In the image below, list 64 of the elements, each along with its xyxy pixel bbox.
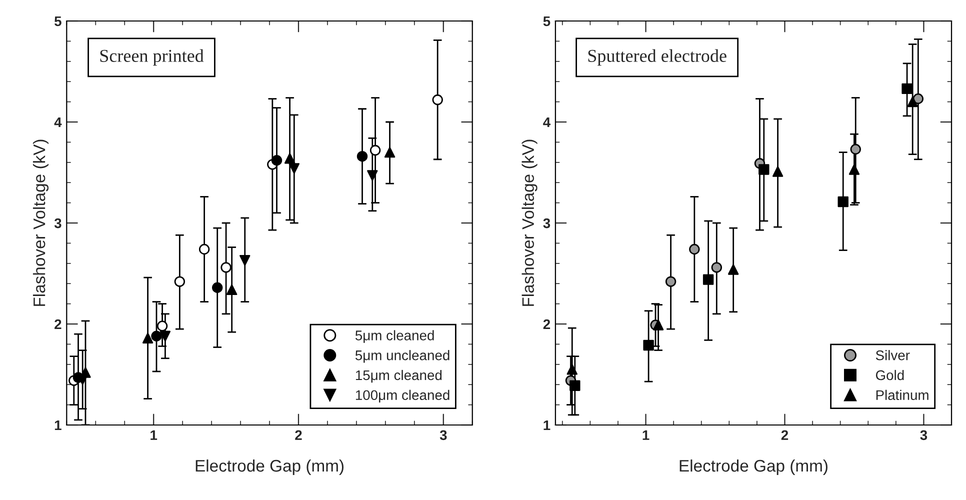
point [284,153,296,164]
legend-label: 5μm cleaned [355,330,434,343]
y-tick-label: 5 [54,16,62,26]
x-axis-title: Electrode Gap (mm) [196,459,344,476]
legend-label: 15μm cleaned [356,370,442,383]
point [772,166,784,177]
y-tick-label: 2 [543,319,550,330]
point [220,262,232,273]
point [848,164,860,175]
y-axis-title: Flashover Voltage (kV) [32,140,49,306]
x-axis-title: Electrode Gap (mm) [680,459,828,476]
annotation: Sputtered electrode [588,49,726,66]
x-tick-label: 1 [150,430,158,440]
point [570,380,580,391]
point [912,93,924,104]
x-tick-label: 1 [642,430,650,440]
point [689,244,700,255]
point [384,146,396,158]
legend-label: Platinum [876,390,928,400]
point [652,320,664,330]
y-tick-label: 1 [544,420,550,430]
y-tick-label: 1 [54,420,62,430]
y-tick-label: 4 [54,117,62,128]
y-axis-title: Flashover Voltage (kV) [522,140,538,306]
x-tick-label: 3 [920,430,928,440]
point [142,332,154,344]
y-tick-label: 3 [543,218,550,228]
point [160,330,171,342]
point [356,150,368,162]
point [240,255,250,266]
point [702,274,714,285]
point [665,276,676,287]
point [728,264,739,275]
legend-label: 100μm cleaned [356,390,450,403]
point [212,282,223,293]
point [370,144,381,156]
point [271,155,282,166]
point [838,196,848,208]
legend-label: Silver [876,350,910,360]
x-tick-label: 2 [781,430,788,440]
point [758,164,770,175]
point [643,340,654,351]
point [226,284,238,296]
y-tick-label: 4 [543,117,551,128]
point [174,276,186,287]
y-tick-label: 5 [543,16,550,26]
point [367,170,378,181]
point [288,163,300,174]
legend-label: 5μm uncleaned [355,350,450,363]
point [850,144,861,155]
x-tick-label: 2 [295,430,302,440]
x-tick-label: 3 [440,430,447,440]
point [711,262,722,273]
annotation: Screen printed [100,49,204,66]
point [151,330,162,342]
y-tick-label: 2 [54,319,62,330]
point [907,96,918,108]
point [432,94,443,106]
point [566,364,578,375]
point [156,320,168,332]
point [902,83,912,94]
legend-label: Gold [876,370,904,380]
point [198,244,210,255]
y-tick-label: 3 [54,218,62,228]
